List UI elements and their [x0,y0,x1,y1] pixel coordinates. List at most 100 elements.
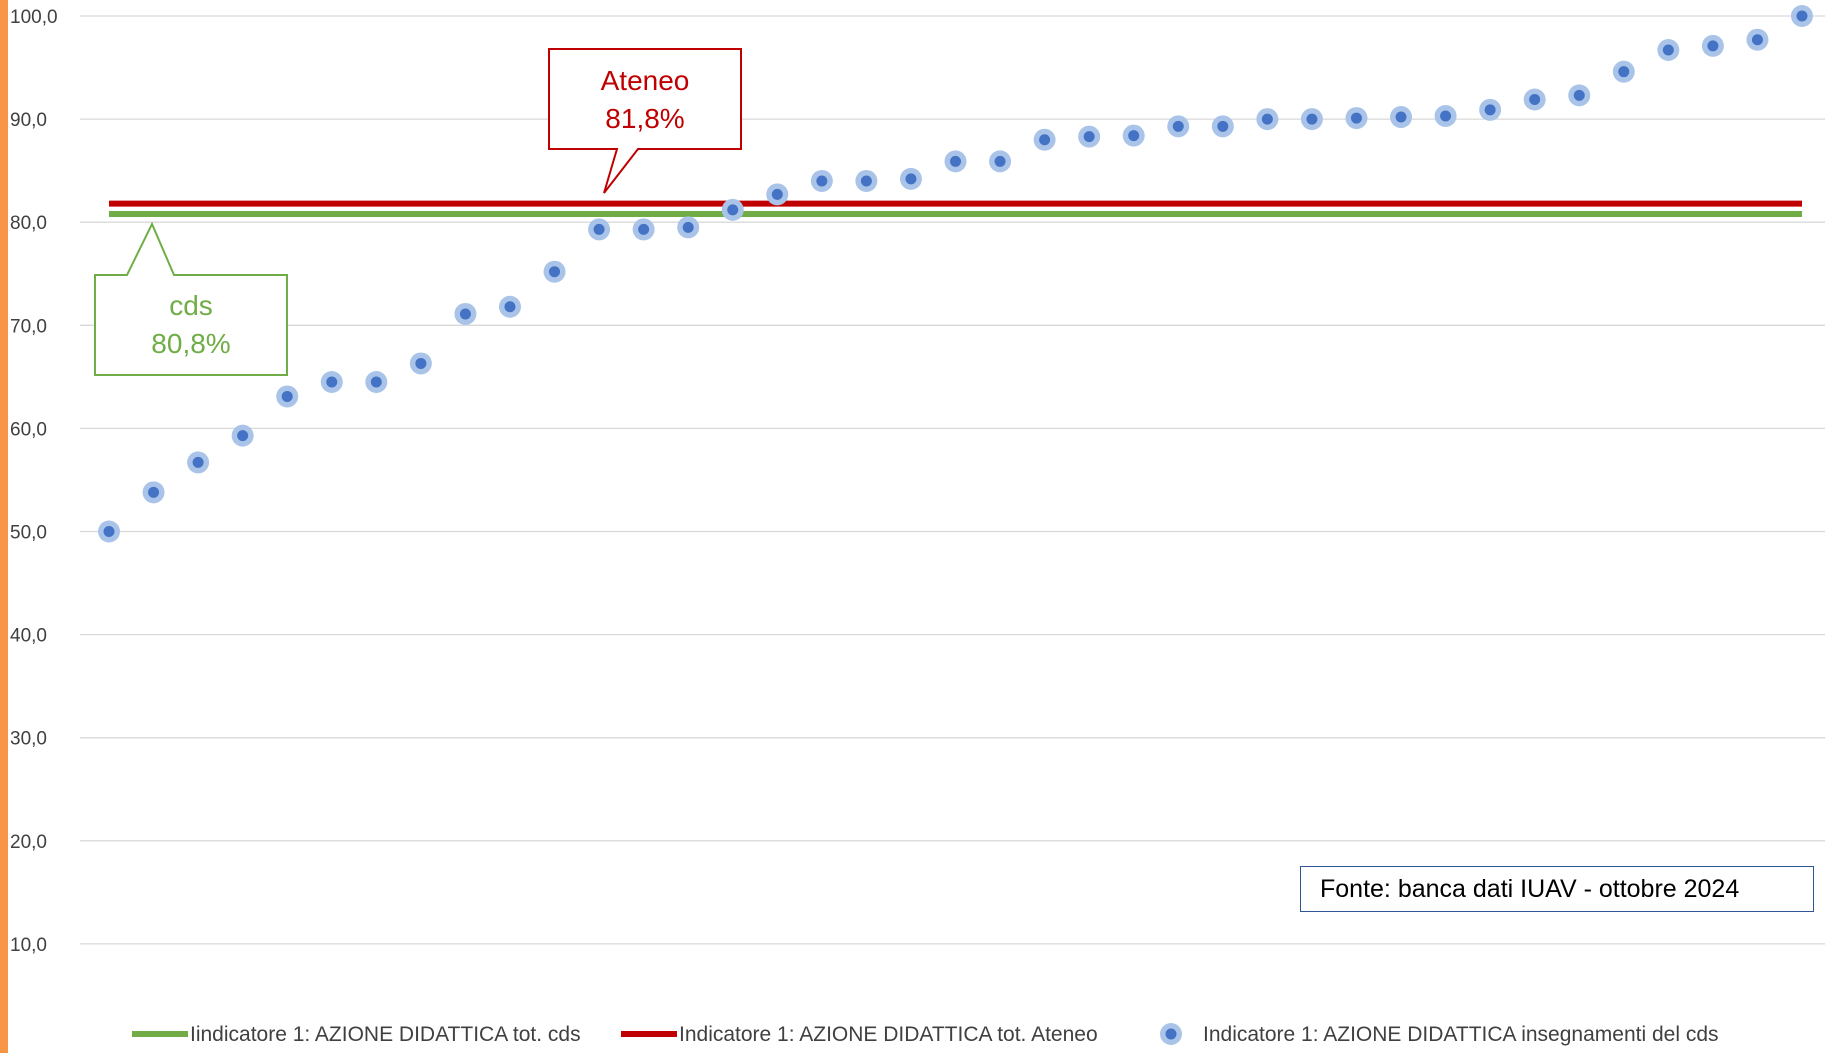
data-point [588,218,611,241]
cds-callout: cds 80,8% [94,221,288,376]
data-point [989,150,1012,173]
data-point-core [1440,110,1452,122]
data-point-core [1573,89,1585,101]
ateneo-callout: Ateneo 81,8% [548,48,742,194]
data-point-core [1350,112,1362,124]
data-point [1078,125,1101,148]
data-point [409,352,432,375]
reference-lines [109,200,1802,217]
data-point [677,216,700,239]
data-point [1568,84,1591,107]
data-point-core [682,221,694,233]
data-point [1390,106,1413,129]
data-point [543,260,566,283]
data-point [1300,108,1323,131]
data-point [1167,115,1190,138]
data-point [454,302,477,325]
y-tick-label: 30,0 [10,729,47,750]
data-point [1657,39,1680,62]
data-point [142,481,165,504]
data-point-core [727,204,739,216]
data-point-core [638,223,650,235]
y-tick-label: 80,0 [10,213,47,234]
data-point-core [860,175,872,187]
legend-points-label: Indicatore 1: AZIONE DIDATTICA insegname… [1203,1023,1719,1046]
source-note: Fonte: banca dati IUAV - ottobre 2024 [1300,866,1814,912]
data-point [1434,105,1457,128]
data-point-core [1261,113,1273,125]
data-point-core [148,486,160,498]
data-point-core [415,357,427,369]
data-point [365,371,388,394]
data-point-core [1618,66,1630,78]
cds-callout-value: 80,8% [151,328,230,359]
ateneo-callout-title: Ateneo [601,65,690,96]
legend-ateneo-label: Indicatore 1: AZIONE DIDATTICA tot. Aten… [679,1023,1098,1046]
data-point-core [192,456,204,468]
data-point-core [1751,34,1763,46]
data-point-core [771,188,783,200]
data-point-core [1172,120,1184,132]
data-point [498,295,521,318]
data-point [855,169,878,192]
data-point-core [103,526,115,537]
cds-callout-box [94,221,288,376]
cds-callout-title: cds [169,290,213,321]
data-point [1122,124,1145,147]
data-point-core [1796,10,1808,22]
data-point [1345,107,1368,130]
data-point-core [504,301,516,313]
data-point-core [1083,131,1095,143]
data-point [1256,108,1279,131]
data-point-core [994,155,1006,167]
data-point [944,150,967,173]
data-point [276,385,299,408]
data-point [1612,60,1635,83]
data-point [1701,34,1724,57]
legend-cds-label: Iindicatore 1: AZIONE DIDATTICA tot. cds [190,1023,581,1046]
data-point-core [1529,94,1541,106]
data-point [98,520,120,543]
data-point [1479,98,1502,121]
data-point [187,451,210,474]
data-point-core [950,155,961,167]
y-tick-label: 70,0 [10,316,47,337]
y-axis-ticks: 10,0 20,0 30,0 40,0 50,0 60,0 70,0 80,0 90,0 100,… [10,7,58,956]
data-point [1791,5,1813,27]
y-tick-label: 90,0 [10,110,47,131]
data-point [632,218,655,241]
y-tick-label: 100,0 [10,7,58,28]
data-point-core [1707,40,1719,52]
data-point-core [549,266,561,278]
data-point-core [1484,104,1496,116]
data-point [721,198,744,221]
data-point [320,371,343,394]
data-point-core [1217,120,1229,132]
ateneo-callout-box [548,48,742,194]
data-point [899,167,922,190]
data-points [98,5,1813,543]
data-point-core [816,175,828,187]
data-point [1746,28,1769,51]
data-point-core [1128,130,1140,142]
gridlines [80,15,1825,945]
data-point-core [905,173,917,185]
data-point-core [326,376,338,388]
data-point-core [1662,44,1674,56]
data-point [1033,128,1056,151]
data-point [1523,88,1546,111]
y-tick-label: 40,0 [10,626,47,647]
y-tick-label: 10,0 [10,935,47,956]
data-point-core [1395,111,1407,123]
data-point [1211,115,1234,138]
data-point-core [1039,134,1051,146]
data-point-core [237,430,249,442]
legend: Iindicatore 1: AZIONE DIDATTICA tot. cds… [132,1023,1719,1046]
data-point [766,183,789,206]
data-point-core [281,390,293,402]
y-tick-label: 20,0 [10,832,47,853]
data-point-core [370,376,382,388]
data-point-core [459,308,471,320]
data-point-core [1306,113,1318,125]
